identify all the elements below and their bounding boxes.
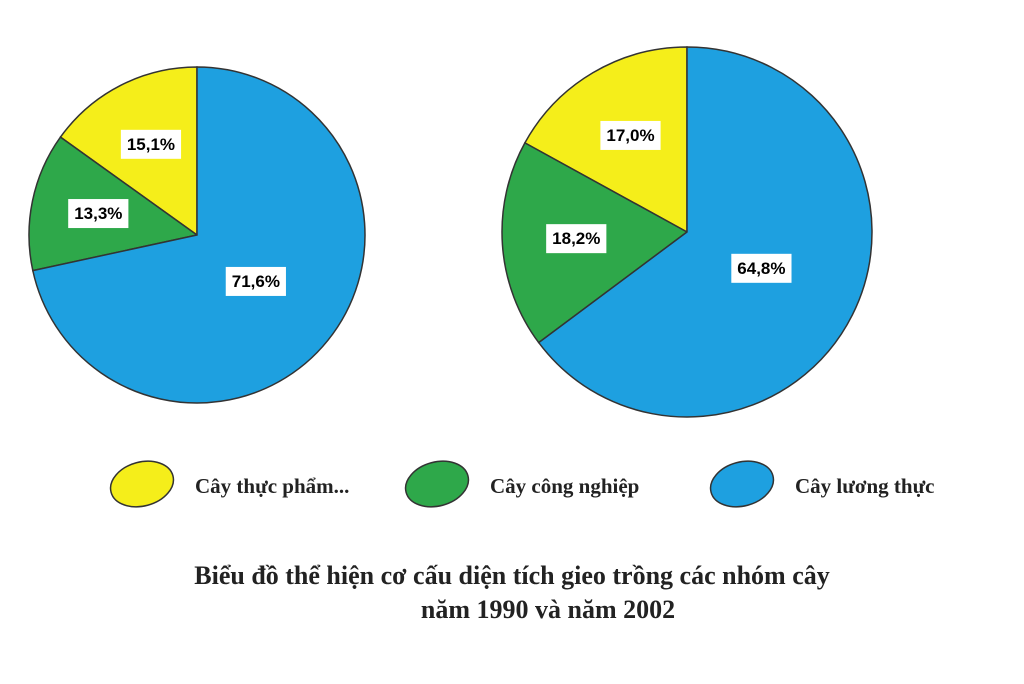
data-label: 15,1% (120, 129, 182, 159)
data-label-text: 15,1% (127, 135, 175, 154)
label-box (546, 224, 607, 254)
data-label: 71,6% (225, 266, 286, 296)
data-label: 13,3% (68, 199, 129, 229)
data-label-text: 13,3% (74, 204, 122, 223)
chart-title: năm 1990 và năm 2002 (421, 595, 675, 624)
chart-title: Biểu đồ thể hiện cơ cấu diện tích gieo t… (194, 561, 830, 590)
data-label: 18,2% (546, 224, 607, 254)
legend-label: Cây công nghiệp (490, 474, 639, 498)
data-label-text: 17,0% (606, 126, 654, 145)
legend-swatch (404, 460, 470, 508)
label-box (68, 199, 129, 229)
label-box (600, 120, 661, 150)
data-label-text: 71,6% (232, 272, 280, 291)
legend-label: Cây thực phẩm... (195, 474, 349, 498)
pie-slice (537, 46, 873, 418)
pie-slice (31, 66, 366, 404)
data-label: 64,8% (731, 253, 792, 283)
label-box (225, 266, 286, 296)
legend-label: Cây lương thực (795, 474, 935, 498)
legend-swatch (709, 460, 775, 508)
legend-swatch (109, 460, 175, 508)
data-label: 17,0% (600, 120, 661, 150)
data-label-text: 18,2% (552, 229, 600, 248)
label-box (731, 253, 792, 283)
data-label-text: 64,8% (737, 259, 785, 278)
label-box (120, 129, 182, 159)
